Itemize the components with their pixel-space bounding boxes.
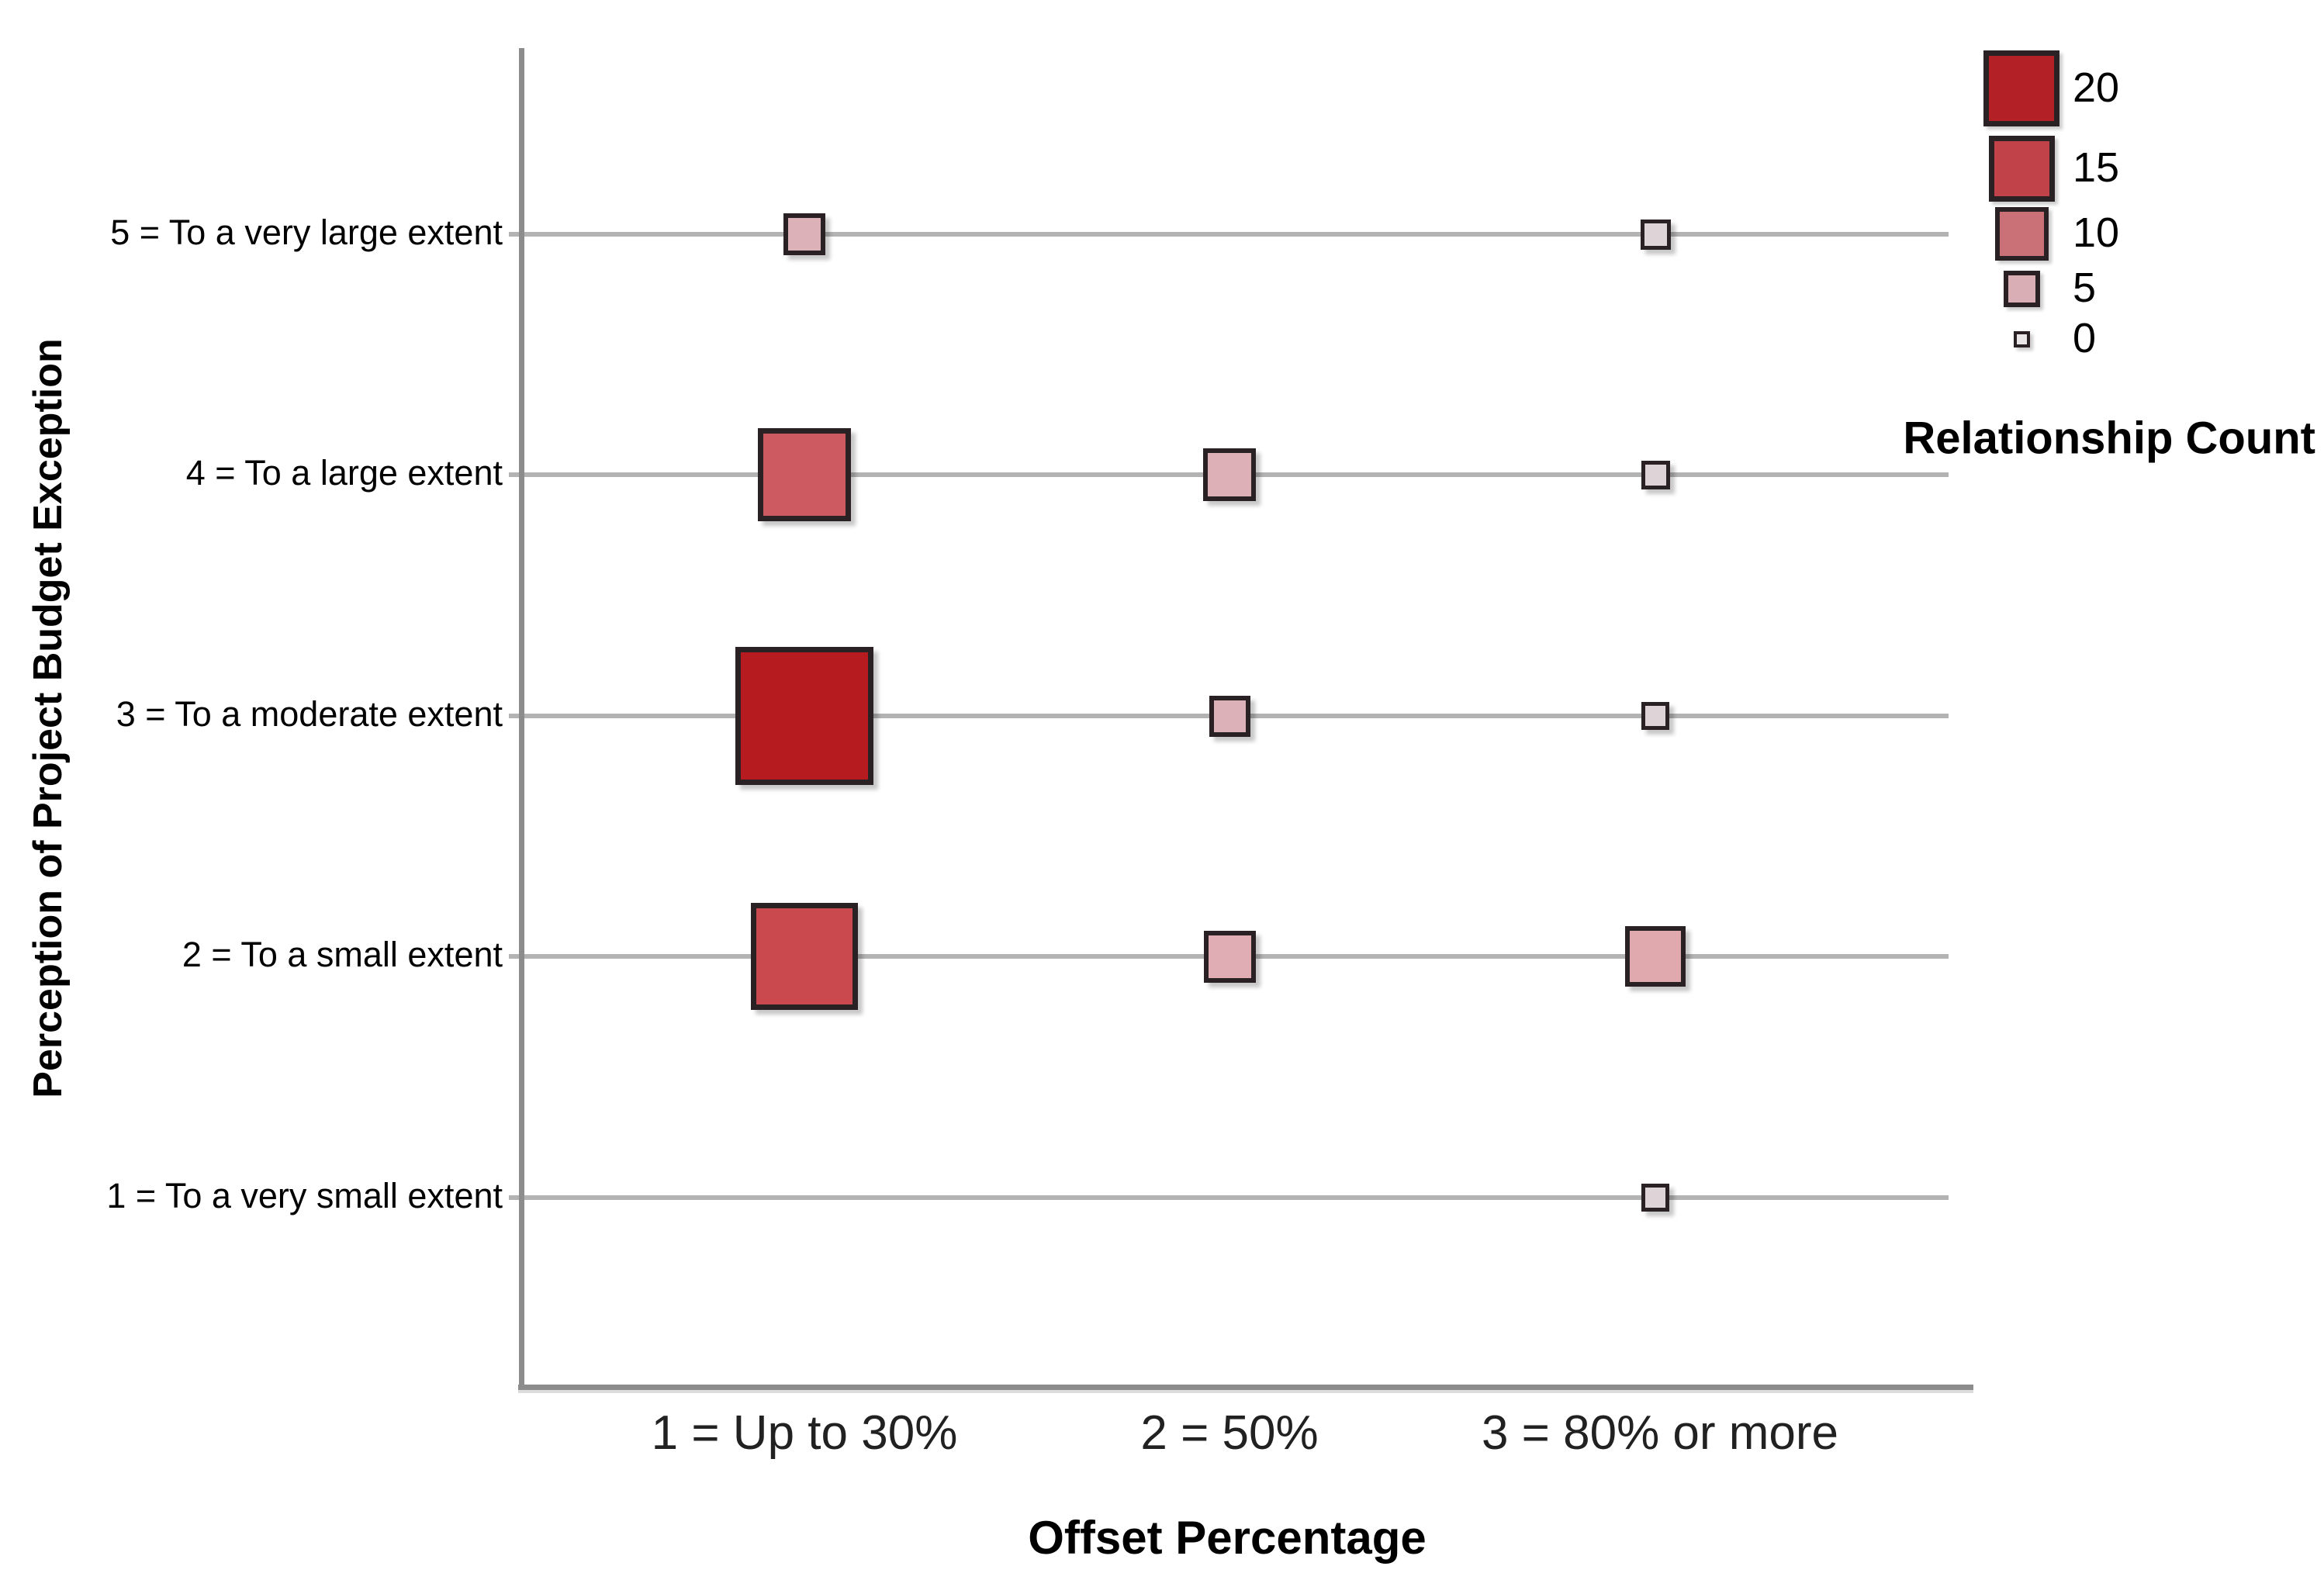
data-point-square bbox=[1641, 1184, 1669, 1212]
data-point-square bbox=[1203, 930, 1256, 983]
x-axis-line bbox=[518, 1385, 1973, 1393]
gridline bbox=[509, 232, 1949, 237]
y-tick-label: 5 = To a very large extent bbox=[110, 212, 503, 252]
y-tick-label: 4 = To a large extent bbox=[185, 452, 503, 493]
legend-label: 0 bbox=[2073, 314, 2097, 361]
data-point-square bbox=[1641, 460, 1670, 489]
x-tick-label: 3 = 80% or more bbox=[1481, 1406, 1839, 1460]
data-point-square bbox=[1640, 219, 1671, 250]
data-point-square bbox=[751, 903, 858, 1010]
x-axis-title: Offset Percentage bbox=[1028, 1512, 1427, 1564]
x-tick-label: 2 = 50% bbox=[1140, 1406, 1319, 1460]
legend-label: 10 bbox=[2073, 209, 2120, 256]
legend-label: 20 bbox=[2073, 64, 2120, 111]
legend-swatch bbox=[1983, 50, 2059, 126]
x-tick-label: 1 = Up to 30% bbox=[651, 1406, 958, 1460]
legend-label: 15 bbox=[2073, 143, 2120, 191]
y-axis-line bbox=[519, 48, 524, 1390]
y-tick-label: 3 = To a moderate extent bbox=[116, 693, 503, 734]
data-point-square bbox=[1209, 695, 1250, 737]
legend-swatch bbox=[2013, 330, 2030, 347]
legend-title: Relationship Count bbox=[1903, 413, 2315, 464]
data-point-square bbox=[1641, 702, 1669, 730]
legend-swatch bbox=[1988, 135, 2055, 202]
data-point-square bbox=[1203, 448, 1256, 501]
y-tick-label: 2 = To a small extent bbox=[182, 934, 503, 974]
y-tick-label: 1 = To a very small extent bbox=[106, 1175, 503, 1215]
legend-label: 5 bbox=[2073, 264, 2097, 311]
legend-swatch bbox=[1994, 206, 2049, 261]
data-point-square bbox=[783, 213, 825, 255]
data-point-square bbox=[1625, 926, 1686, 987]
legend-swatch bbox=[2003, 270, 2040, 307]
data-point-square bbox=[735, 647, 873, 785]
data-point-square bbox=[758, 428, 851, 521]
gridline bbox=[509, 1195, 1949, 1200]
